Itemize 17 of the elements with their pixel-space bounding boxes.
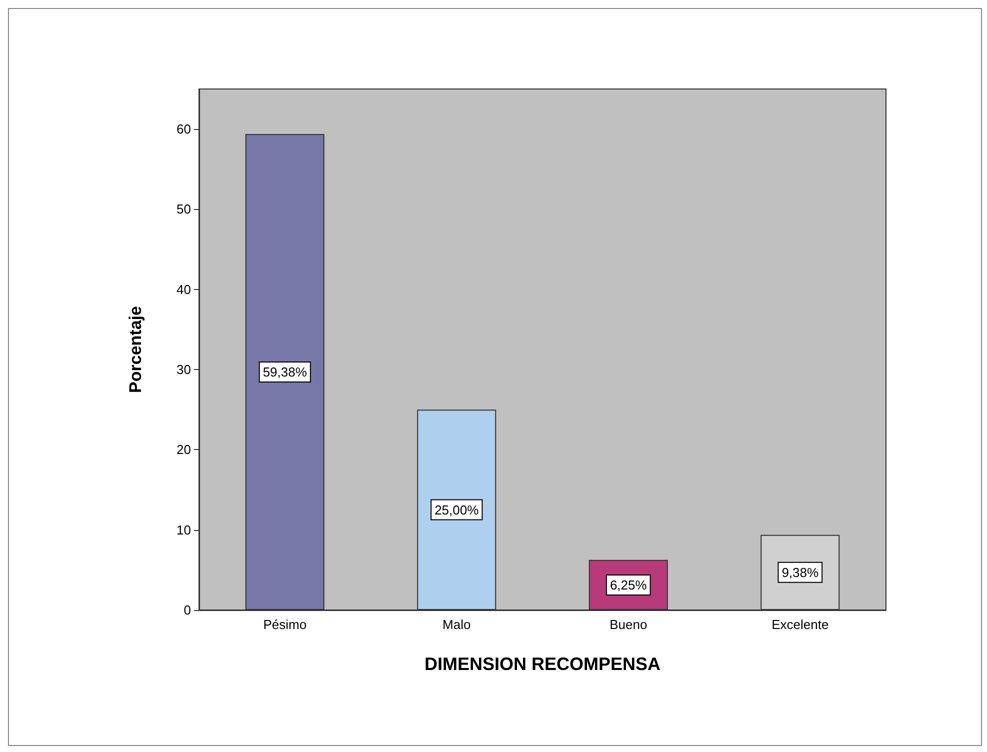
x-tick-label: Malo xyxy=(442,617,471,632)
y-tick-label: 60 xyxy=(176,122,191,137)
data-label: 25,00% xyxy=(434,502,480,518)
y-tick-label: 30 xyxy=(176,362,191,378)
data-label: 6,25% xyxy=(610,577,648,592)
x-tick-label: Excelente xyxy=(772,617,829,632)
data-label: 59,38% xyxy=(262,364,308,380)
x-tick-label: Pésimo xyxy=(263,617,307,632)
y-tick-label: 0 xyxy=(184,602,191,618)
y-tick-label: 10 xyxy=(176,522,191,538)
y-tick-label: 20 xyxy=(176,442,191,458)
data-label: 9,38% xyxy=(782,564,819,580)
y-tick-label: 50 xyxy=(176,202,191,217)
x-axis-title: DIMENSION RECOMPENSA xyxy=(424,654,661,674)
y-axis-title: Porcentaje xyxy=(126,306,145,393)
x-tick-label: Bueno xyxy=(610,617,648,632)
y-tick-label: 40 xyxy=(176,282,191,297)
